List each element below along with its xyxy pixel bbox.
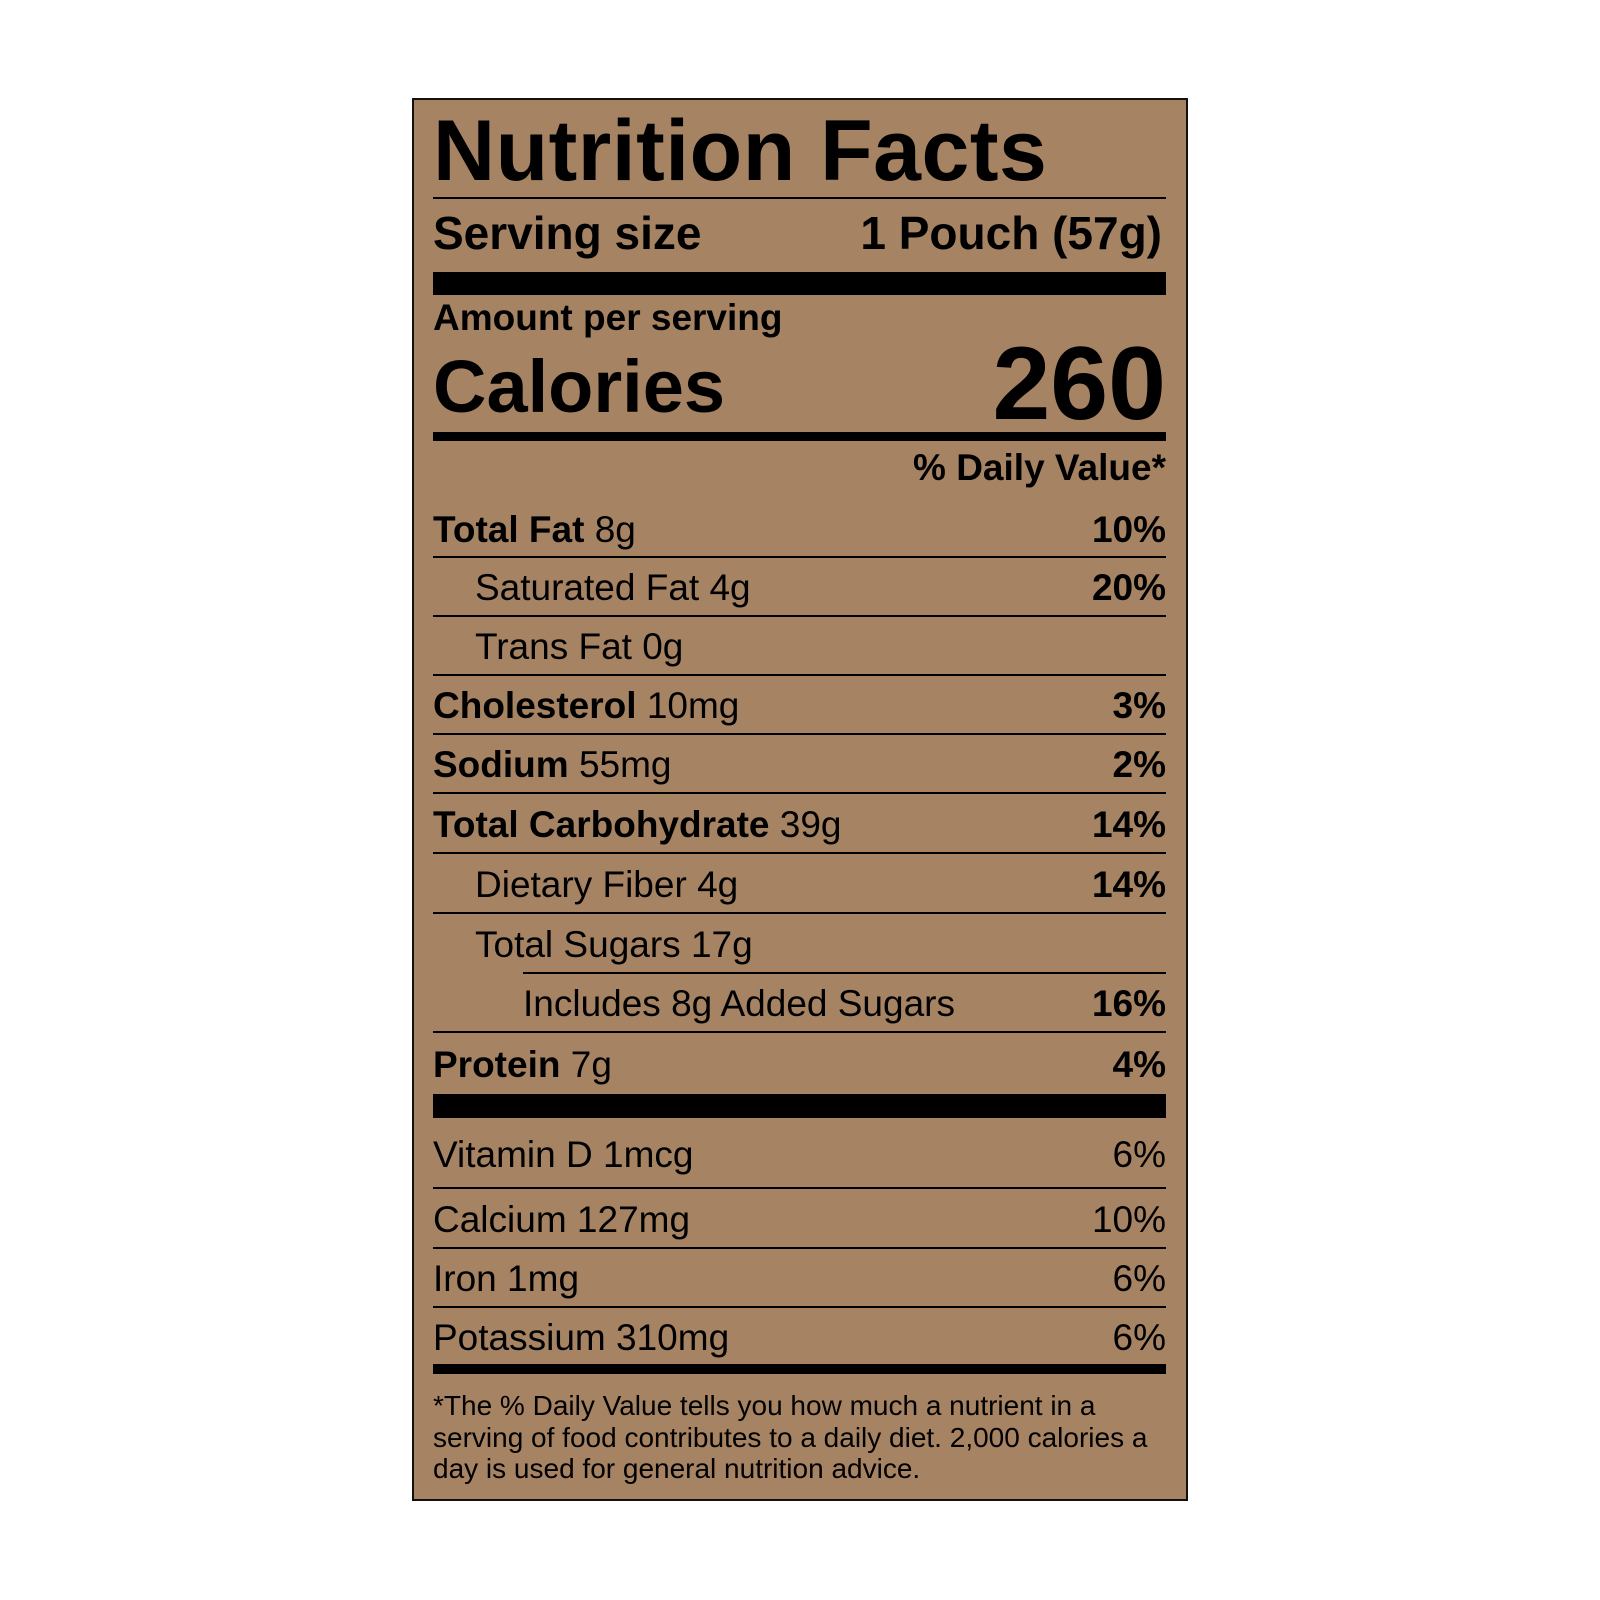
nutrient-daily-value: 16% bbox=[1091, 983, 1166, 1025]
nutrient-daily-value: 14% bbox=[1091, 863, 1166, 905]
nutrient-amount: 0g bbox=[642, 626, 684, 668]
serving-size-value: 1 Pouch (57g) bbox=[860, 207, 1162, 259]
nutrient-amount: 10mg bbox=[646, 685, 740, 727]
nutrient-name-amount: Protein 7g bbox=[433, 1044, 612, 1086]
vitamin-name-amount: Iron 1mg bbox=[433, 1258, 579, 1300]
calories-label: Calories bbox=[433, 345, 726, 428]
vitamin-name: Iron bbox=[433, 1258, 497, 1300]
nutrient-name: Sodium bbox=[433, 744, 569, 786]
nutrient-name-amount: Total Carbohydrate 39g bbox=[433, 804, 841, 846]
divider bbox=[433, 197, 1166, 199]
footnote: *The % Daily Value tells you how much a … bbox=[433, 1390, 1148, 1484]
nutrient-name-amount: Dietary Fiber 4g bbox=[475, 864, 738, 906]
serving-size-label: Serving size bbox=[433, 207, 702, 259]
nutrient-row: Protein 7g 4% bbox=[433, 1033, 1166, 1095]
nutrient-name-amount: Cholesterol 10mg bbox=[433, 685, 739, 727]
nutrient-daily-value: 20% bbox=[1091, 567, 1166, 609]
nutrient-row: Total Sugars 17g bbox=[475, 914, 1166, 973]
nutrient-amount: 55mg bbox=[578, 744, 672, 786]
nutrient-name: Dietary Fiber bbox=[475, 863, 687, 905]
divider bbox=[523, 972, 1166, 974]
vitamin-amount: 1mcg bbox=[603, 1134, 694, 1176]
daily-value-header: % Daily Value* bbox=[913, 447, 1166, 488]
nutrient-row: Dietary Fiber 4g 14% bbox=[475, 854, 1166, 913]
divider bbox=[433, 733, 1166, 735]
nutrient-name-amount: Sodium 55mg bbox=[433, 744, 672, 786]
nutrient-name-amount: Trans Fat 0g bbox=[475, 626, 683, 668]
nutrient-amount: 17g bbox=[690, 923, 753, 965]
nutrient-name: Cholesterol bbox=[433, 685, 637, 727]
nutrient-name-amount: Saturated Fat 4g bbox=[475, 567, 751, 609]
nutrient-name-amount: Includes 8g Added Sugars bbox=[523, 983, 955, 1025]
nutrient-amount: 4g bbox=[709, 567, 751, 609]
divider bbox=[433, 852, 1166, 854]
nutrient-name-amount: Total Fat 8g bbox=[433, 509, 636, 551]
nutrient-row: Sodium 55mg 2% bbox=[433, 735, 1166, 793]
divider bbox=[433, 1031, 1166, 1033]
nutrient-daily-value: 10% bbox=[1091, 508, 1166, 550]
vitamin-name: Calcium bbox=[433, 1198, 567, 1240]
vitamin-amount: 127mg bbox=[576, 1198, 691, 1240]
nutrient-daily-value: 4% bbox=[1112, 1044, 1166, 1086]
divider bbox=[433, 556, 1166, 558]
vitamin-daily-value: 6% bbox=[1112, 1316, 1166, 1358]
vitamin-amount: 310mg bbox=[616, 1316, 730, 1358]
nutrient-name: Trans Fat bbox=[475, 626, 632, 668]
vitamin-name-amount: Potassium 310mg bbox=[433, 1317, 729, 1359]
divider bbox=[433, 674, 1166, 676]
nutrient-name: Total Carbohydrate bbox=[433, 803, 770, 845]
medium-divider bbox=[433, 432, 1166, 441]
divider bbox=[433, 1306, 1166, 1308]
nutrient-amount: 39g bbox=[779, 803, 842, 845]
vitamin-daily-value: 10% bbox=[1091, 1198, 1166, 1240]
nutrition-label bbox=[412, 98, 1188, 1501]
serving-size-row: Serving size 1 Pouch (57g) bbox=[433, 203, 1166, 263]
divider bbox=[433, 1187, 1166, 1189]
vitamin-row: Potassium 310mg 6% bbox=[433, 1308, 1166, 1365]
nutrient-daily-value: 14% bbox=[1091, 803, 1166, 845]
calories-row: Calories 260 bbox=[433, 330, 1166, 436]
nutrient-row: Saturated Fat 4g 20% bbox=[475, 558, 1166, 616]
nutrient-amount: 7g bbox=[570, 1044, 612, 1086]
nutrient-name: Total Sugars bbox=[475, 923, 681, 965]
vitamin-daily-value: 6% bbox=[1112, 1134, 1166, 1176]
vitamin-name-amount: Calcium 127mg bbox=[433, 1199, 690, 1241]
nutrient-row: Trans Fat 0g bbox=[475, 617, 1166, 675]
vitamin-amount: 1mg bbox=[507, 1258, 580, 1300]
thick-divider bbox=[433, 272, 1166, 295]
medium-divider bbox=[433, 1364, 1166, 1374]
amount-per-serving: Amount per serving bbox=[433, 297, 783, 338]
label-title: Nutrition Facts bbox=[433, 103, 1048, 199]
nutrient-daily-value: 2% bbox=[1112, 744, 1166, 786]
vitamin-name: Vitamin D bbox=[433, 1134, 593, 1176]
divider bbox=[433, 912, 1166, 914]
vitamin-row: Calcium 127mg 10% bbox=[433, 1189, 1166, 1248]
divider bbox=[433, 792, 1166, 794]
nutrient-name: Saturated Fat bbox=[475, 567, 700, 609]
thick-divider bbox=[433, 1094, 1166, 1118]
nutrient-row: Total Fat 8g 10% bbox=[433, 500, 1166, 557]
divider bbox=[433, 1247, 1166, 1249]
nutrient-row: Includes 8g Added Sugars 16% bbox=[523, 974, 1166, 1032]
vitamin-name: Potassium bbox=[433, 1316, 606, 1358]
calories-value: 260 bbox=[992, 326, 1166, 442]
divider bbox=[433, 615, 1166, 617]
nutrient-row: Total Carbohydrate 39g 14% bbox=[433, 794, 1166, 853]
nutrient-row: Cholesterol 10mg 3% bbox=[433, 676, 1166, 734]
nutrient-name: Total Fat bbox=[433, 508, 585, 550]
nutrient-amount: 8g bbox=[594, 508, 636, 550]
vitamin-row: Iron 1mg 6% bbox=[433, 1249, 1166, 1307]
vitamin-daily-value: 6% bbox=[1112, 1258, 1166, 1300]
vitamin-row: Vitamin D 1mcg 6% bbox=[433, 1120, 1166, 1188]
nutrient-amount: 4g bbox=[697, 863, 739, 905]
nutrient-name: Protein bbox=[433, 1044, 561, 1086]
vitamin-name-amount: Vitamin D 1mcg bbox=[433, 1134, 693, 1176]
nutrient-daily-value: 3% bbox=[1112, 685, 1166, 727]
nutrient-name: Includes 8g Added Sugars bbox=[523, 983, 955, 1025]
nutrient-name-amount: Total Sugars 17g bbox=[475, 924, 753, 966]
